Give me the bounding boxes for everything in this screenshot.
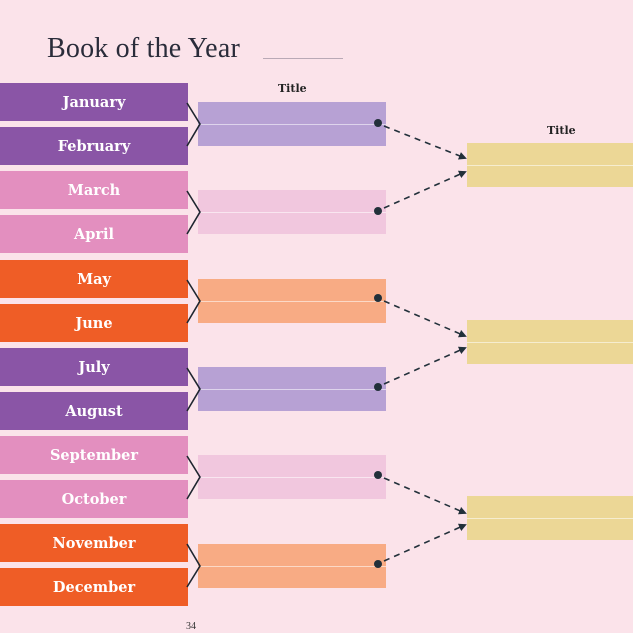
arrow-connector [383, 346, 467, 385]
arrow-connector [383, 170, 467, 209]
month-july: July [0, 348, 188, 386]
title-slot-jul-aug[interactable] [198, 367, 386, 411]
round1-title-label: Title [278, 82, 307, 95]
connector-dot [374, 207, 382, 215]
bracket-chevron [186, 279, 201, 324]
month-january: January [0, 83, 188, 121]
arrow-connector [383, 125, 467, 160]
title-slot-nov-dec[interactable] [198, 544, 386, 588]
bracket-chevron [186, 102, 201, 147]
arrow-connector [383, 477, 467, 515]
month-may: May [0, 260, 188, 298]
final-title-slot-1[interactable] [467, 143, 633, 187]
month-august: August [0, 392, 188, 430]
bracket-chevron [186, 190, 201, 235]
connector-dot [374, 560, 382, 568]
page-title: Book of the Year [47, 33, 240, 64]
arrow-connector [383, 523, 467, 562]
title-slot-mar-apr[interactable] [198, 190, 386, 234]
page-number: 34 [186, 621, 196, 632]
final-title-slot-2[interactable] [467, 320, 633, 364]
title-write-line [263, 58, 343, 59]
connector-dot [374, 119, 382, 127]
bracket-chevron [186, 543, 201, 588]
arrow-connector [383, 300, 467, 338]
title-slot-sep-oct[interactable] [198, 455, 386, 499]
connector-dot [374, 471, 382, 479]
month-december: December [0, 568, 188, 606]
month-april: April [0, 215, 188, 253]
final-title-slot-3[interactable] [467, 496, 633, 540]
month-february: February [0, 127, 188, 165]
final-title-label: Title [547, 124, 576, 137]
month-september: September [0, 436, 188, 474]
connector-dot [374, 383, 382, 391]
month-march: March [0, 171, 188, 209]
month-november: November [0, 524, 188, 562]
month-october: October [0, 480, 188, 518]
bracket-chevron [186, 367, 201, 412]
title-slot-jan-feb[interactable] [198, 102, 386, 146]
connector-dot [374, 294, 382, 302]
title-slot-may-jun[interactable] [198, 279, 386, 323]
bracket-chevron [186, 455, 201, 500]
month-june: June [0, 304, 188, 342]
